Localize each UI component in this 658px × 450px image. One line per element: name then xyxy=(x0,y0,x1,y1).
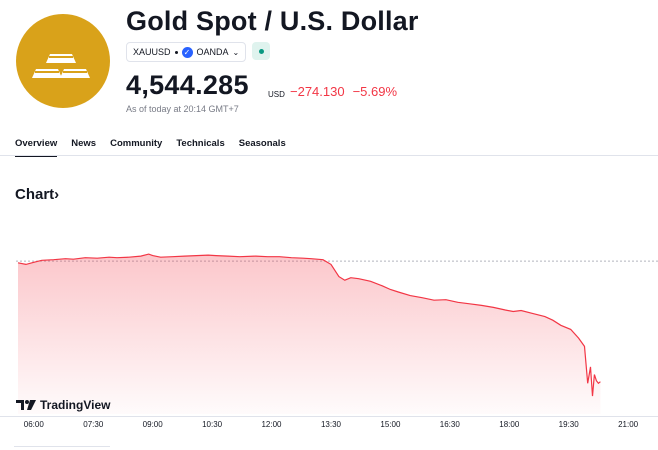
symbol-tabs: Overview News Community Technicals Seaso… xyxy=(15,138,286,157)
change-percent: −5.69% xyxy=(352,84,398,99)
tab-overview[interactable]: Overview xyxy=(15,138,58,157)
market-status-badge[interactable] xyxy=(252,42,271,60)
page-title: Gold Spot / U.S. Dollar xyxy=(126,6,419,36)
tabs-divider xyxy=(0,155,658,156)
time-axis-tick-label: 15:00 xyxy=(380,420,401,429)
bottom-divider xyxy=(14,446,110,447)
tradingview-label: TradingView xyxy=(40,398,111,412)
chart-section-link[interactable]: Chart› xyxy=(15,186,59,203)
gold-logo xyxy=(16,14,110,108)
market-open-dot-icon xyxy=(258,48,264,54)
exchange-label: OANDA xyxy=(196,47,229,57)
time-axis-tick-label: 19:30 xyxy=(558,420,579,429)
chevron-down-icon: ⌄ xyxy=(232,47,240,57)
tradingview-logo[interactable]: TradingView xyxy=(16,398,110,412)
time-axis-line xyxy=(0,416,658,417)
separator-dot-icon xyxy=(174,50,178,54)
time-axis-tick-label: 13:30 xyxy=(320,420,342,429)
symbol-exchange-selector[interactable]: XAUUSD ✓ OANDA ⌄ xyxy=(126,42,247,62)
price-area-fill xyxy=(18,254,601,414)
last-price: 4,544.285 xyxy=(126,70,249,100)
gold-bars-icon xyxy=(32,54,90,78)
time-axis-tick-label: 12:00 xyxy=(261,420,282,429)
tab-technicals[interactable]: Technicals xyxy=(176,138,225,149)
symbol-chips: XAUUSD ✓ OANDA ⌄ xyxy=(126,42,271,62)
time-axis-tick-label: 07:30 xyxy=(83,420,104,429)
change-value: −274.130 xyxy=(290,84,345,99)
symbol-label: XAUUSD xyxy=(133,47,171,57)
time-axis-tick-label: 21:00 xyxy=(618,420,639,429)
tab-seasonals[interactable]: Seasonals xyxy=(238,138,286,149)
time-axis-tick-label: 18:00 xyxy=(499,420,520,429)
tab-community[interactable]: Community xyxy=(110,138,163,149)
verified-check-icon: ✓ xyxy=(181,46,193,58)
time-axis-tick-label: 06:00 xyxy=(23,420,44,429)
tradingview-icon xyxy=(16,400,36,410)
price-change: −274.130 −5.69% xyxy=(290,84,405,99)
price-currency: USD xyxy=(268,90,285,99)
chart-section-title: Chart xyxy=(15,186,55,203)
as-of-timestamp: As of today at 20:14 GMT+7 xyxy=(126,104,239,114)
time-axis-tick-label: 10:30 xyxy=(202,420,223,429)
time-axis-tick-label: 16:30 xyxy=(439,420,460,429)
tab-news[interactable]: News xyxy=(71,138,97,149)
price-line-series xyxy=(17,253,601,397)
time-axis-tick-label: 09:00 xyxy=(142,420,163,429)
chevron-right-icon: › xyxy=(54,186,60,203)
